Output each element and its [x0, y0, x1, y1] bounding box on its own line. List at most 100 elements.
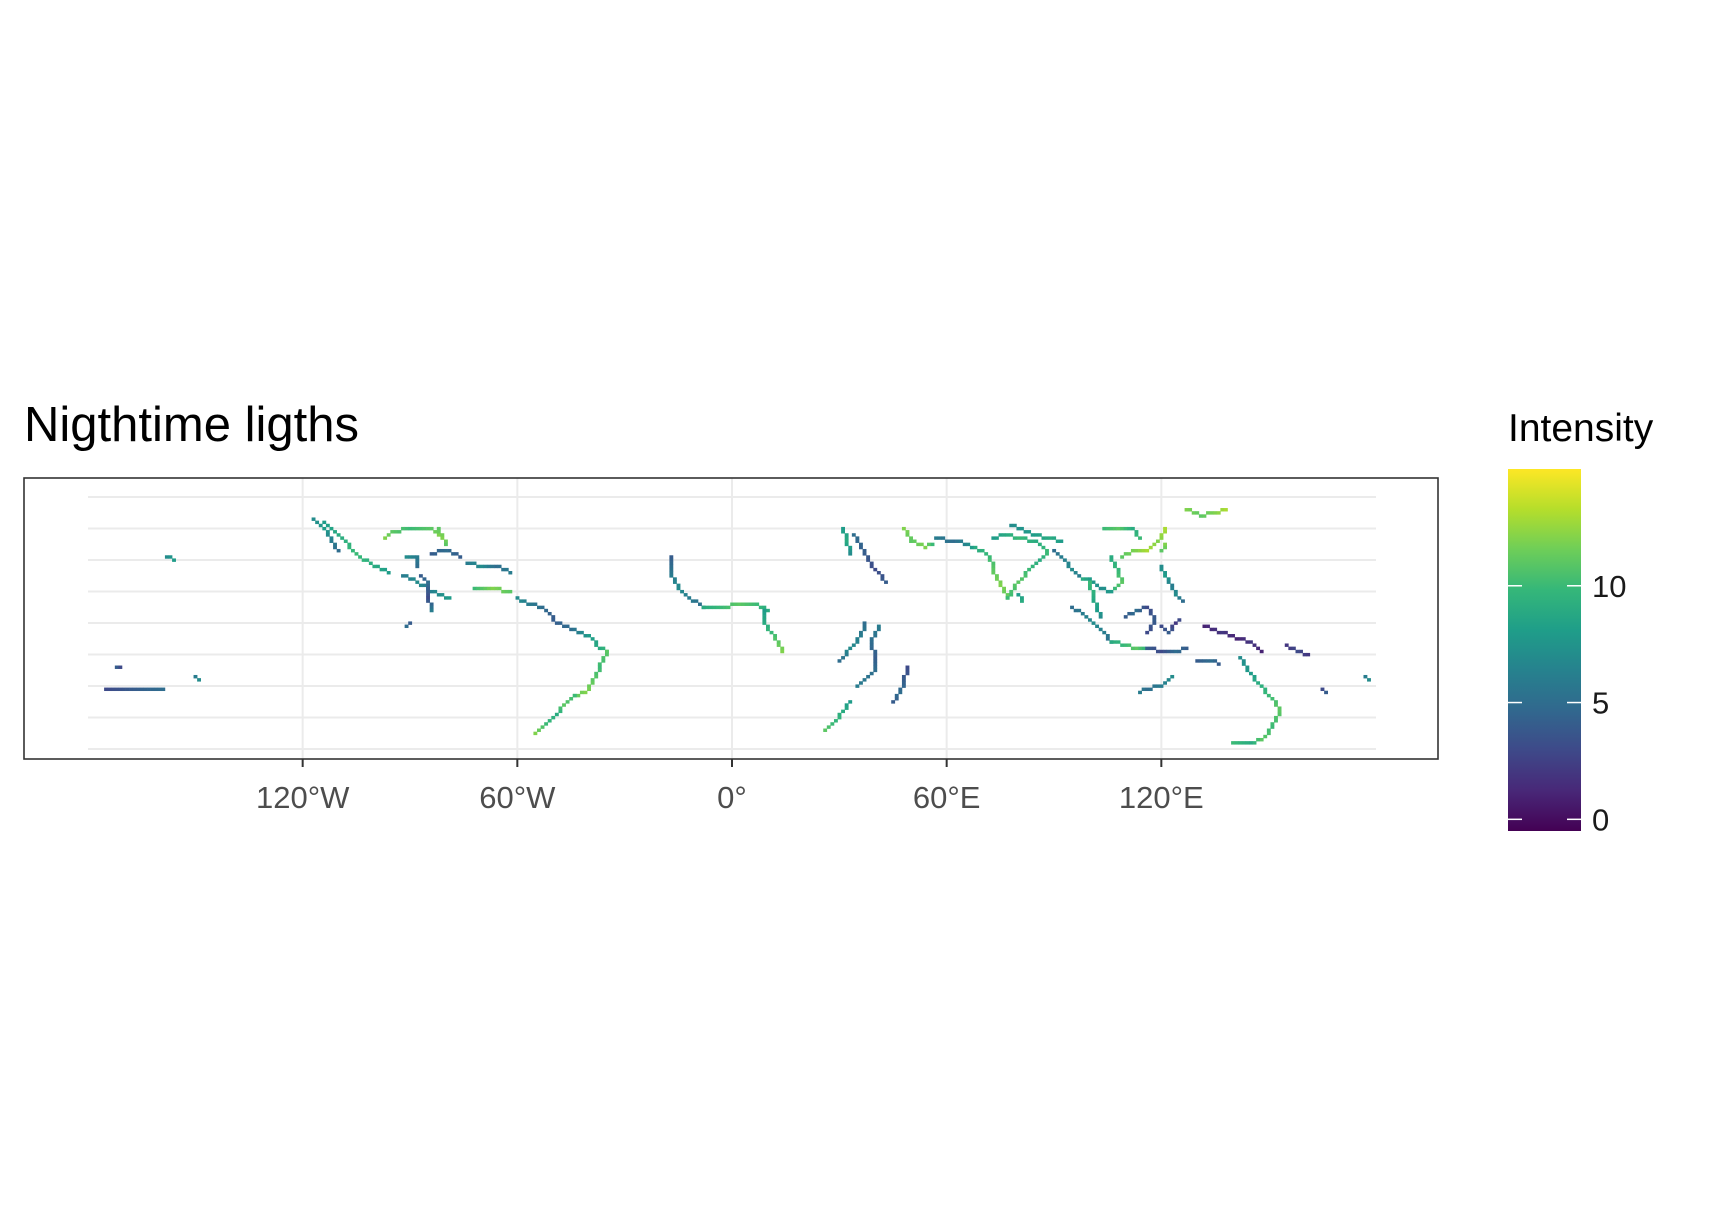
- light-cell: [1127, 552, 1132, 556]
- light-cell: [483, 564, 488, 569]
- light-cell: [726, 605, 731, 610]
- light-cell: [672, 577, 677, 581]
- light-cell: [1170, 624, 1175, 629]
- light-cell: [991, 571, 996, 575]
- light-cell: [390, 530, 395, 534]
- light-cell: [687, 596, 692, 600]
- light-cell: [1073, 571, 1078, 575]
- light-cell: [855, 637, 860, 641]
- light-cell: [1306, 652, 1311, 657]
- light-cell: [1170, 649, 1175, 654]
- light-cell: [1148, 545, 1153, 550]
- light-cell: [844, 539, 849, 543]
- light-cell: [1188, 508, 1193, 512]
- light-cell: [472, 586, 477, 591]
- light-cell: [1077, 608, 1082, 613]
- light-cell: [1234, 741, 1239, 745]
- light-cell: [325, 533, 330, 537]
- light-cell: [1213, 627, 1218, 632]
- light-cell: [855, 640, 860, 644]
- light-cell: [1084, 577, 1089, 581]
- light-cell: [418, 526, 423, 531]
- light-cell: [762, 608, 767, 613]
- light-cell: [411, 526, 416, 531]
- light-cell: [862, 678, 867, 682]
- light-cell: [526, 602, 531, 606]
- light-cell: [440, 593, 445, 597]
- light-cell: [1173, 593, 1178, 597]
- light-cell: [1020, 596, 1024, 600]
- light-cell: [469, 561, 473, 566]
- light-cell: [901, 526, 906, 531]
- light-cell: [397, 530, 402, 534]
- light-cell: [408, 526, 413, 531]
- light-cell: [1277, 709, 1282, 714]
- light-cell: [333, 530, 337, 534]
- light-cell: [1123, 615, 1128, 619]
- light-cell: [894, 697, 899, 701]
- light-cell: [1027, 539, 1032, 543]
- light-cell: [748, 602, 752, 606]
- light-cell: [1248, 671, 1253, 676]
- light-cell: [329, 539, 334, 543]
- light-cell: [1241, 659, 1246, 663]
- light-cell: [1138, 608, 1142, 613]
- light-cell: [669, 558, 674, 562]
- light-cell: [594, 671, 599, 676]
- light-cell: [433, 530, 438, 534]
- light-cell: [880, 574, 885, 578]
- legend-title: Intensity: [1508, 407, 1654, 450]
- light-cell: [1116, 583, 1121, 588]
- light-cell: [458, 555, 463, 559]
- legend-tick-label: 10: [1592, 569, 1626, 604]
- light-cell: [1070, 605, 1074, 610]
- light-cell: [1152, 618, 1157, 622]
- light-cell: [114, 687, 119, 692]
- light-cell: [862, 548, 867, 553]
- light-cell: [991, 561, 996, 566]
- light-cell: [1034, 561, 1039, 566]
- light-cell: [579, 630, 584, 635]
- light-cell: [1238, 637, 1243, 641]
- light-cell: [1134, 646, 1139, 651]
- light-cell: [1266, 731, 1271, 736]
- light-cell: [1163, 542, 1167, 547]
- light-cell: [426, 580, 430, 584]
- light-cell: [1113, 526, 1117, 531]
- light-cell: [490, 586, 495, 591]
- light-cell: [558, 621, 563, 625]
- light-cell: [901, 678, 906, 682]
- light-cell: [422, 577, 427, 581]
- light-cell: [576, 630, 581, 635]
- light-cell: [1027, 567, 1032, 572]
- light-cell: [436, 530, 441, 534]
- light-cell: [862, 621, 867, 625]
- light-cell: [440, 533, 445, 537]
- light-cell: [139, 687, 144, 692]
- light-cell: [426, 586, 430, 591]
- light-cell: [701, 605, 706, 610]
- light-cell: [547, 719, 552, 723]
- light-cell: [361, 558, 366, 562]
- light-cell: [111, 687, 116, 692]
- light-cell: [944, 539, 949, 543]
- light-cell: [508, 589, 513, 594]
- light-cell: [1016, 536, 1021, 540]
- light-cell: [873, 659, 878, 663]
- light-cell: [669, 571, 674, 575]
- light-cell: [1145, 605, 1150, 610]
- light-cell: [483, 586, 488, 591]
- light-cell: [1155, 684, 1160, 688]
- light-cell: [486, 586, 491, 591]
- light-cell: [991, 567, 996, 572]
- light-cell: [401, 574, 405, 578]
- light-cell: [1016, 593, 1021, 597]
- light-cell: [554, 621, 559, 625]
- light-cell: [1148, 627, 1153, 632]
- light-cell: [1238, 656, 1243, 660]
- light-cell: [436, 548, 441, 553]
- light-cell: [597, 665, 602, 669]
- light-cell: [479, 586, 484, 591]
- light-cell: [1023, 571, 1028, 575]
- light-cell: [994, 577, 999, 581]
